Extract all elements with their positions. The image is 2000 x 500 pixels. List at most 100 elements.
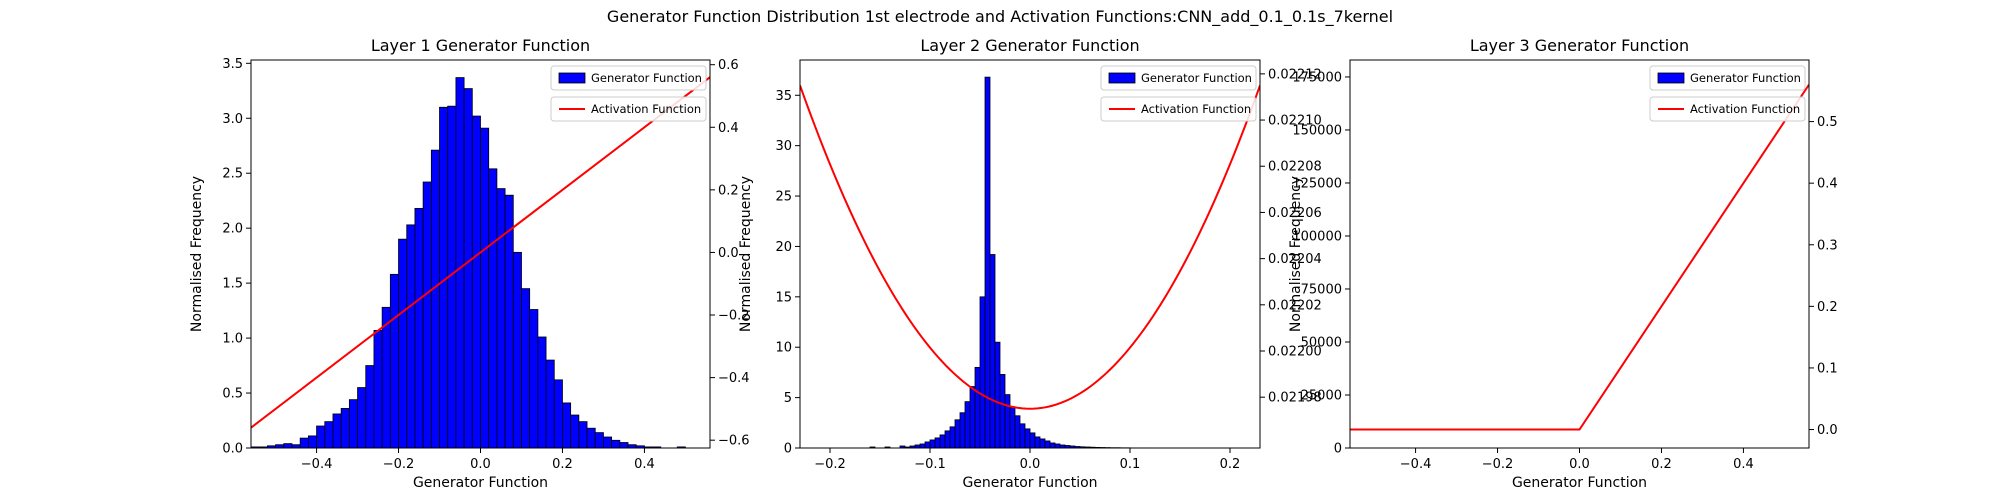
histogram-bar <box>611 439 621 448</box>
y2-tick-label: 0.6 <box>718 58 739 73</box>
y-tick-label: 2.5 <box>222 167 243 182</box>
y-tick-label: 15 <box>775 290 792 305</box>
histogram-bar <box>398 238 408 448</box>
histogram-bar <box>929 439 936 448</box>
legend-activation: Activation Function <box>550 96 707 122</box>
y-tick-label: 125000 <box>1292 176 1342 191</box>
y-tick-label: 0.5 <box>222 387 243 402</box>
histogram-bar <box>586 427 596 448</box>
histogram-bar <box>381 306 391 448</box>
histogram-bar <box>979 296 986 448</box>
y2-tick-label: 0.02200 <box>1268 345 1322 360</box>
histogram-bar <box>406 224 416 448</box>
y2-tick-label: 0.2 <box>1817 300 1838 315</box>
histogram-bar <box>332 413 342 448</box>
y2-tick-label: 0.3 <box>1817 238 1838 253</box>
y2-tick-label: 0.02212 <box>1268 67 1322 82</box>
x-tick-label: −0.1 <box>914 457 946 472</box>
histogram-bar <box>521 288 531 448</box>
y2-tick-label: 0.02202 <box>1268 298 1322 313</box>
y-tick-label: 1.0 <box>222 332 243 347</box>
histogram-bar <box>365 365 375 448</box>
histogram-bar <box>999 374 1006 448</box>
histogram-bar <box>924 441 931 448</box>
histogram-bar <box>1039 438 1046 448</box>
legend-activation: Activation Function <box>1100 96 1257 122</box>
histogram-bar <box>594 432 604 448</box>
x-tick-label: 0.0 <box>1020 457 1041 472</box>
histogram-bar <box>471 115 481 448</box>
y2-tick-label: −0.4 <box>718 371 750 386</box>
histogram-bar <box>389 273 399 448</box>
y-tick-label: 0.0 <box>222 442 243 457</box>
y-tick-label: 100000 <box>1292 229 1342 244</box>
histogram-bar <box>949 426 956 448</box>
x-tick-label: 0.0 <box>1569 457 1590 472</box>
histogram-bar <box>488 168 498 448</box>
y-tick-label: 5 <box>784 391 792 406</box>
histogram-bar <box>969 386 976 448</box>
y-tick-label: 35 <box>775 89 792 104</box>
x-tick-label: −0.4 <box>1400 457 1432 472</box>
histogram-bar <box>1019 423 1026 448</box>
y-tick-label: 2.0 <box>222 222 243 237</box>
legend-swatch-histogram <box>1657 72 1685 84</box>
histogram-bars <box>869 76 1151 448</box>
panel-title: Layer 3 Generator Function <box>1470 36 1689 55</box>
histogram-bar <box>944 430 951 448</box>
histogram-bar <box>512 251 522 448</box>
x-tick-label: 0.1 <box>1120 457 1141 472</box>
legend-box <box>1649 65 1806 91</box>
y-tick-label: 25 <box>775 190 792 205</box>
y-tick-label: 30 <box>775 139 792 154</box>
y2-tick-label: 0.1 <box>1817 361 1838 376</box>
y-tick-label: 150000 <box>1292 123 1342 138</box>
y2-tick-label: −0.6 <box>718 434 750 449</box>
panel-title: Layer 2 Generator Function <box>920 36 1139 55</box>
y2-tick-label: 0.02206 <box>1268 206 1322 221</box>
histogram-bar <box>964 401 971 448</box>
histogram-bar <box>553 379 563 448</box>
panel-1: −0.4 −0.2 0.0 0.2 0.4 0.0 0.5 1.0 1.5 2.0 2.5 3.0 3.… <box>189 36 750 491</box>
legend-histogram: Generator Function <box>1649 65 1806 91</box>
histogram-bar <box>455 77 465 448</box>
legend-histogram: Generator Function <box>550 65 707 91</box>
histogram-bar <box>994 341 1001 448</box>
histogram-bar <box>1049 442 1056 448</box>
legend-label: Generator Function <box>591 71 702 85</box>
y-axis-label: Normalised Frequency <box>738 176 754 332</box>
histogram-bar <box>974 366 981 448</box>
x-tick-label: 0.4 <box>634 457 655 472</box>
histogram-bar <box>934 437 941 448</box>
histogram-bar <box>463 88 473 448</box>
histogram-bar <box>348 399 358 448</box>
histogram-bar <box>1034 436 1041 448</box>
histogram-bar <box>316 425 326 448</box>
y2-tick-label: 0.0 <box>1817 423 1838 438</box>
histogram-bar <box>989 254 996 448</box>
y2-tick-label: 0.4 <box>1817 177 1838 192</box>
panels: −0.4 −0.2 0.0 0.2 0.4 0.0 0.5 1.0 1.5 2.0 2.5 3.0 3.… <box>189 36 1838 491</box>
histogram-bar <box>562 402 572 448</box>
histogram-bar <box>1009 406 1016 448</box>
y-tick-label: 50000 <box>1301 335 1342 350</box>
histogram-bar <box>340 408 350 448</box>
histogram-bars <box>251 77 686 448</box>
histogram-bar <box>1054 443 1061 448</box>
x-tick-label: −0.4 <box>301 457 333 472</box>
histogram-bar <box>1004 394 1011 448</box>
x-tick-label: −0.2 <box>383 457 415 472</box>
y2-tick-label: 0.2 <box>718 183 739 198</box>
legend-activation: Activation Function <box>1649 96 1806 122</box>
legend-histogram: Generator Function <box>1100 65 1257 91</box>
histogram-bar <box>480 127 490 448</box>
y2-tick-label: 0.0 <box>718 246 739 261</box>
y-axis-label: Normalised Frequency <box>189 176 205 332</box>
histogram-bar <box>1029 432 1036 448</box>
legend-label: Generator Function <box>1690 71 1801 85</box>
histogram-bar <box>984 76 991 448</box>
histogram-bar <box>954 419 961 448</box>
x-tick-label: 0.2 <box>1220 457 1241 472</box>
legend-label: Generator Function <box>1141 71 1252 85</box>
